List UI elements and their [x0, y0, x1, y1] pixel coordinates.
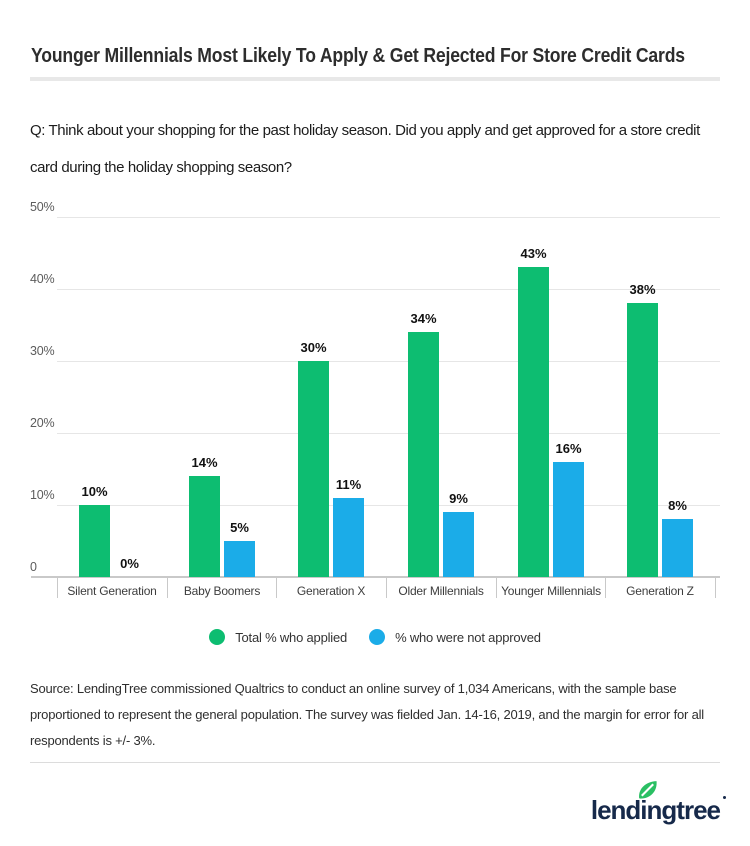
bar-total-who-applied-baby-boomers	[189, 476, 220, 577]
chart-legend: Total % who applied % who were not approv…	[0, 627, 750, 647]
legend-dot-icon	[369, 629, 386, 645]
x-axis-label-generation-z: Generation Z	[626, 584, 694, 598]
bar-value-total-who-applied-younger-millennials: 43%	[520, 246, 547, 261]
bar-who-were-not-approved-baby-boomers	[224, 541, 255, 577]
gridline-50	[57, 217, 720, 218]
bar-value-who-were-not-approved-generation-x: 11%	[335, 477, 362, 492]
bar-value-total-who-applied-baby-boomers: 14%	[191, 455, 218, 470]
x-axis-tick	[715, 577, 716, 598]
gridline-20	[57, 433, 720, 434]
bar-total-who-applied-older-millennials	[408, 332, 439, 577]
bar-who-were-not-approved-generation-x	[333, 498, 364, 577]
bar-value-who-were-not-approved-generation-z: 8%	[668, 498, 687, 513]
source-note: Source: LendingTree commissioned Qualtri…	[30, 681, 704, 748]
bar-who-were-not-approved-older-millennials	[443, 512, 474, 577]
logo-text-post: ngtree	[646, 795, 721, 825]
x-axis-tick	[276, 577, 277, 598]
bar-value-total-who-applied-older-millennials: 34%	[410, 311, 437, 326]
y-axis-label-10: 10%	[30, 488, 55, 502]
bar-total-who-applied-silent-generation	[79, 505, 110, 577]
y-axis-label-40: 40%	[30, 272, 55, 286]
y-axis-label-20: 20%	[30, 416, 55, 430]
legend-item-total-who-applied: Total % who applied	[209, 629, 347, 645]
legend-label: % who were not approved	[395, 629, 541, 645]
page-title: Younger Millennials Most Likely To Apply…	[31, 45, 685, 67]
x-axis-label-younger-millennials: Younger Millennials	[501, 584, 601, 598]
gridline-30	[57, 361, 720, 362]
bar-value-who-were-not-approved-baby-boomers: 5%	[230, 520, 249, 535]
y-axis-label-30: 30%	[30, 344, 55, 358]
x-axis-tick	[496, 577, 497, 598]
x-axis-line	[31, 576, 720, 578]
x-axis-tick	[386, 577, 387, 598]
x-axis-label-baby-boomers: Baby Boomers	[183, 584, 261, 598]
footer-divider	[30, 762, 720, 763]
gridline-40	[57, 289, 720, 290]
bar-total-who-applied-generation-z	[627, 303, 658, 577]
x-axis-tick	[167, 577, 168, 598]
x-axis-label-silent-generation: Silent Generation	[67, 584, 157, 598]
y-axis-label-0: 0	[30, 560, 37, 574]
survey-question: Q: Think about your shopping for the pas…	[30, 122, 700, 176]
bar-value-total-who-applied-generation-x: 30%	[300, 340, 327, 355]
legend-label: Total % who applied	[235, 629, 348, 645]
y-axis-label-50: 50%	[30, 200, 55, 214]
bar-total-who-applied-younger-millennials	[518, 267, 549, 577]
x-axis-tick	[605, 577, 606, 598]
bar-value-total-who-applied-silent-generation: 10%	[81, 484, 108, 499]
bar-who-were-not-approved-generation-z	[662, 519, 693, 577]
chart: 50% 40% 30% 20% 10% 0 Silent Generation Baby Bo…	[0, 200, 750, 605]
title-divider	[30, 77, 720, 81]
bar-total-who-applied-generation-x	[298, 361, 329, 577]
x-axis-label-older-millennials: Older Millennials	[398, 584, 484, 598]
logo-text-pre: lendi	[590, 795, 648, 825]
bar-value-who-were-not-approved-younger-millennials: 16%	[555, 441, 582, 456]
bar-who-were-not-approved-younger-millennials	[553, 462, 584, 577]
leaf-icon	[638, 781, 657, 799]
x-axis-label-generation-x: Generation X	[296, 584, 366, 598]
bar-value-who-were-not-approved-older-millennials: 9%	[449, 491, 468, 506]
x-axis-tick	[57, 577, 58, 598]
logo-trademark-dot	[723, 796, 726, 799]
bar-value-who-were-not-approved-silent-generation: 0%	[120, 556, 139, 571]
legend-item-who-were-not-approved: % who were not approved	[369, 629, 541, 645]
gridline-10	[57, 505, 720, 506]
legend-dot-icon	[209, 629, 226, 645]
bar-value-total-who-applied-generation-z: 38%	[629, 282, 656, 297]
lendingtree-logo: lendingtree	[590, 781, 726, 827]
